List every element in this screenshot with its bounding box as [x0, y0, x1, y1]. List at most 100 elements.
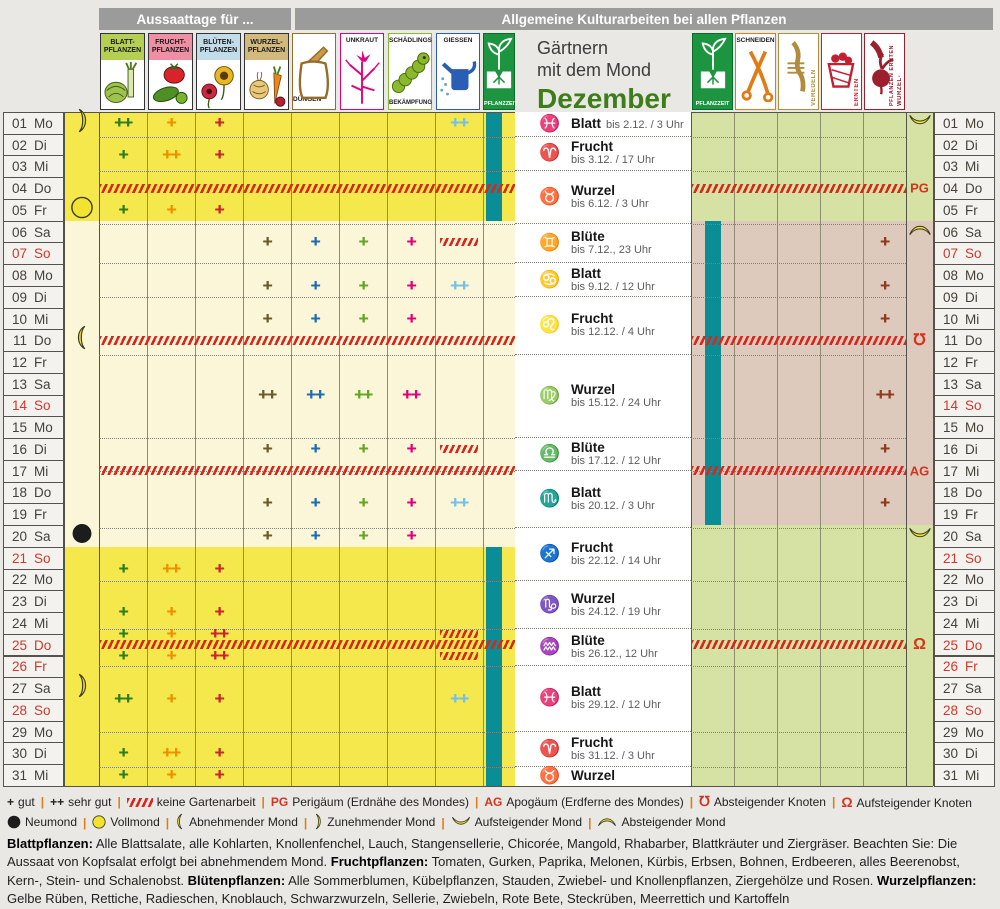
day-number: 28: [942, 702, 958, 718]
day-weekday: Di: [34, 594, 47, 610]
day-number: 08: [11, 268, 27, 284]
legend-item: PG Perigäum (Erdnähe des Mondes): [271, 795, 469, 809]
day-cell-left: 31 Mi: [3, 764, 64, 787]
zodiac-period: ♊ Blüte bis 7.12., 23 Uhr: [515, 224, 691, 264]
day-weekday: Di: [34, 289, 47, 305]
zodiac-pisces-icon: ♓: [539, 113, 561, 133]
rating-giessen: ++: [450, 689, 469, 709]
day-number: 13: [942, 376, 958, 392]
day-cell-left: 12 Fr: [3, 351, 64, 374]
moon-full-icon: [70, 196, 93, 224]
veredeln-icon: [780, 38, 810, 101]
grid-vline: [243, 112, 244, 786]
day-number: 31: [942, 768, 958, 784]
day-number: 17: [942, 463, 958, 479]
day-cell-right: 05 Fr: [934, 198, 995, 222]
zodiac-taurus-icon: ♉: [539, 766, 561, 786]
day-cell-right: 23 Di: [934, 590, 995, 613]
zodiac-period-name: Frucht: [571, 734, 613, 750]
legend-separator: |: [689, 794, 694, 809]
rating-frucht: +: [166, 113, 177, 133]
grid-band-left: [64, 220, 515, 547]
day-weekday: Mo: [965, 724, 984, 740]
plant-group-term: Blütenpflanzen:: [187, 872, 286, 888]
giessen-hatch: [440, 651, 478, 660]
moon-desc-icon: [908, 221, 932, 243]
no-gardening-hatch: [99, 183, 515, 193]
duengen-icon: [293, 42, 335, 109]
rating-duengen: +: [310, 232, 321, 252]
zodiac-period-name: Blüte: [571, 228, 605, 244]
legend-separator: |: [475, 794, 479, 809]
day-number: 09: [11, 289, 27, 305]
plant-group-text: Gelbe Rüben, Rettiche, Radieschen, Knobl…: [7, 891, 790, 907]
day-weekday: Di: [965, 289, 978, 305]
legend-item-label: Apogäum (Erdferne des Mondes): [506, 794, 684, 809]
rating-giessen: ++: [450, 493, 469, 513]
day-weekday: So: [34, 398, 51, 414]
day-cell-right: 06 Sa: [934, 220, 995, 244]
rating-wurzel: +: [262, 526, 273, 546]
rating-wurzelernte: +: [880, 276, 890, 296]
zodiac-period-until: bis 2.12. / 3 Uhr: [606, 118, 684, 131]
day-number: 05: [11, 202, 27, 218]
day-cell-right: 10 Mi: [934, 307, 995, 331]
moon-waxing-icon: [74, 673, 89, 703]
day-number: 15: [11, 420, 27, 436]
zodiac-period: ♑ Wurzel bis 24.12. / 19 Uhr: [515, 581, 691, 630]
plant-group-term: Fruchtpflanzen:: [330, 854, 429, 870]
day-cell-left: 06 Sa: [3, 220, 64, 244]
day-weekday: Fr: [34, 507, 47, 523]
card-label-strip: BLATT- PFLANZEN: [101, 34, 144, 60]
zodiac-period-name: Blatt: [571, 684, 601, 700]
day-number: 18: [942, 485, 958, 501]
grid-vline: [291, 112, 292, 786]
card-label-strip: BLÜTEN- PFLANZEN: [197, 34, 240, 60]
day-weekday: Sa: [965, 528, 982, 544]
period-separator: [691, 223, 906, 225]
day-number: 22: [942, 572, 958, 588]
zodiac-period-until: bis 9.12. / 12 Uhr: [571, 280, 655, 293]
moon-symbol-PG: PG: [910, 180, 929, 196]
day-cell-left: 14 So: [3, 394, 64, 418]
card-label-2: PFLANZEN: [103, 47, 142, 54]
legend-item: AG Apogäum (Erdferne des Mondes): [484, 795, 683, 809]
day-cell-right: 16 Di: [934, 438, 995, 461]
day-weekday: Mo: [965, 115, 984, 131]
day-cell-left: 19 Fr: [3, 503, 64, 527]
no-gardening-hatch: [691, 466, 906, 476]
title-line-2: mit dem Mond: [537, 60, 652, 80]
period-separator: [691, 629, 906, 631]
period-separator: [691, 581, 906, 583]
day-number: 07: [11, 246, 27, 262]
day-cell-left: 15 Mo: [3, 416, 64, 440]
legend-line-1: + gut | ++ sehr gut | keine Gartenarbeit | PG Per…: [7, 793, 972, 810]
day-cell-right: 04 Do: [934, 177, 995, 200]
rating-frucht: +: [166, 689, 177, 709]
grid-frame-top: [64, 112, 933, 113]
pflanzzeit-bar: [705, 220, 721, 526]
zodiac-period: ♉ Wurzel bis 6.12. / 3 Uhr: [515, 171, 691, 224]
rating-schaedling: +: [406, 493, 417, 513]
legend-item: Ω Aufsteigender Knoten: [841, 794, 972, 810]
day-weekday: Mo: [965, 268, 984, 284]
day-weekday: Fr: [34, 202, 47, 218]
zodiac-capricorn-icon: ♑: [539, 594, 561, 614]
day-number: 25: [11, 637, 27, 653]
legend-item-label: Absteigender Knoten: [713, 795, 826, 809]
legend-item-label: Neumond: [25, 815, 78, 830]
day-number: 27: [942, 681, 958, 697]
grid-vline: [863, 112, 864, 786]
day-number: 26: [942, 659, 958, 675]
day-number: 21: [11, 550, 27, 566]
day-number: 04: [11, 181, 27, 197]
period-separator: [99, 731, 515, 733]
period-separator: [99, 136, 515, 138]
rating-duengen: +: [310, 493, 321, 513]
day-cell-right: 01 Mo: [934, 112, 995, 135]
day-weekday: Mi: [34, 615, 49, 631]
card-label-2: BEKÄMPFUNG: [389, 100, 432, 107]
zodiac-period-until: bis 6.12. / 3 Uhr: [571, 197, 649, 210]
rating-schaedling: +: [406, 232, 417, 252]
